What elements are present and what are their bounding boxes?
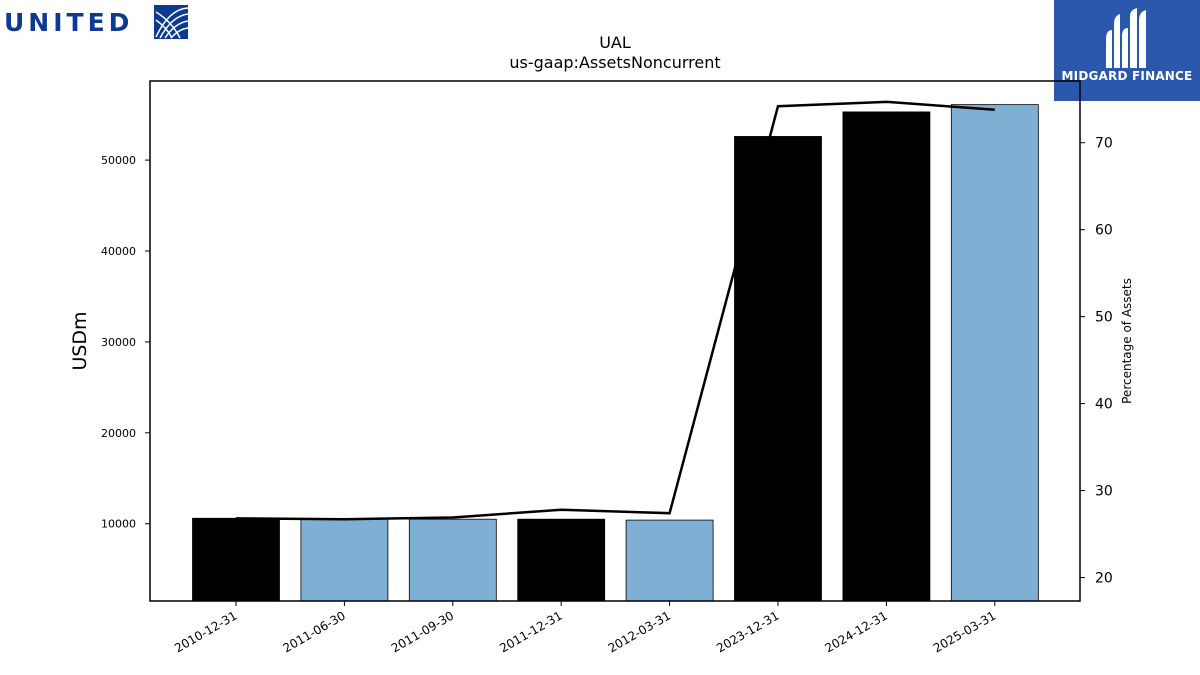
y2-tick-label: 60: [1095, 223, 1113, 239]
bar-series: [192, 104, 1039, 602]
y-axis-right: 20 30 40 50 60 70: [1080, 136, 1113, 587]
chart-subtitle: us-gaap:AssetsNoncurrent: [509, 53, 720, 72]
y-tick-label: 10000: [101, 518, 136, 531]
x-tick-label: 2011-06-30: [280, 608, 347, 655]
chart-title: UAL: [599, 33, 631, 52]
series-line: [235, 100, 995, 521]
bar: [300, 518, 389, 602]
bar: [950, 104, 1039, 602]
midgard-emblem-icon: [1106, 8, 1146, 70]
x-tick-label: 2011-09-30: [389, 608, 456, 655]
x-tick-label: 2023-12-31: [714, 608, 781, 655]
y-tick-label: 30000: [101, 336, 136, 349]
y-axis-label: USDm: [69, 311, 91, 370]
x-tick-label: 2012-03-31: [606, 608, 673, 655]
y-axis-left: 10000 20000 30000 40000 50000: [101, 154, 150, 531]
plot-frame: [149, 80, 1081, 602]
bar: [842, 111, 931, 602]
x-axis: 2010-12-31 2011-06-30 2011-09-30 2011-12-31…: [172, 601, 998, 655]
united-wordmark: UNITED: [4, 8, 133, 37]
midgard-finance-logo: MIDGARD FINANCE: [1054, 0, 1200, 101]
x-tick-label: 2011-12-31: [497, 608, 564, 655]
line-series: [235, 100, 995, 521]
y2-tick-label: 50: [1095, 310, 1113, 326]
bar: [625, 519, 714, 602]
midgard-wordmark: MIDGARD FINANCE: [1061, 69, 1193, 83]
bar: [734, 136, 822, 602]
united-logo: UNITED: [4, 5, 189, 39]
bar: [408, 518, 497, 602]
y2-tick-label: 40: [1095, 397, 1113, 413]
bar: [192, 517, 280, 602]
y2-tick-label: 70: [1095, 136, 1113, 152]
bar: [517, 518, 606, 602]
y-tick-label: 40000: [101, 245, 136, 258]
y-tick-label: 50000: [101, 154, 136, 167]
y2-tick-label: 30: [1095, 484, 1113, 500]
y2-tick-label: 20: [1095, 571, 1113, 587]
y-tick-label: 20000: [101, 427, 136, 440]
x-tick-label: 2024-12-31: [822, 608, 889, 655]
united-globe-icon: [154, 5, 189, 39]
y2-axis-label: Percentage of Assets: [1120, 278, 1134, 404]
x-tick-label: 2025-03-31: [931, 608, 998, 655]
x-tick-label: 2010-12-31: [172, 608, 239, 655]
